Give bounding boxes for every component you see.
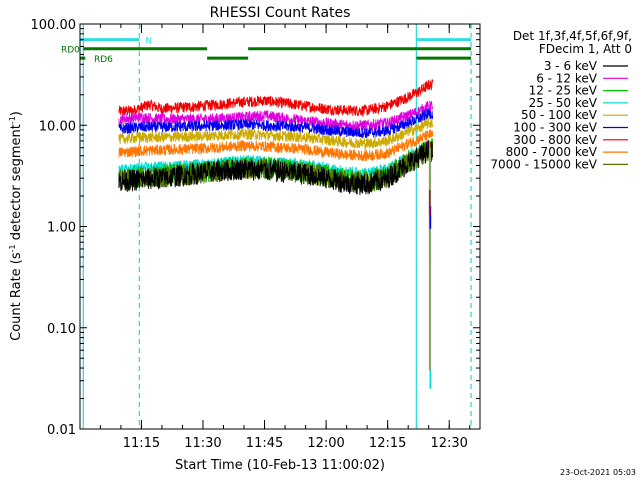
y-axis-label: Count Rate (s-1 detector segment-1) (8, 111, 24, 341)
series-line-50-100-kev (118, 117, 434, 150)
y-tick-label-1: 100.00 (31, 18, 77, 33)
y-axis-label-part-1: Count Rate (s (9, 252, 24, 341)
y-tick-label-5: 0.01 (47, 423, 76, 438)
legend-label-7000-15000-kev: 7000 - 15000 keV (490, 157, 597, 171)
legend-label-300-800-kev: 300 - 800 keV (513, 133, 597, 147)
series-line-300-800-kev (118, 79, 434, 118)
y-axis-label-part-2: detector segment (9, 124, 24, 244)
legend-label-6-12-kev: 6 - 12 keV (536, 71, 598, 85)
x-tick-label-4: 12:00 (307, 436, 344, 451)
y-tick-label-2: 10.00 (39, 119, 76, 134)
legend-label-100-300-kev: 100 - 300 keV (513, 121, 597, 135)
series-line-6-12-kev (118, 100, 434, 132)
flag-label-rd0: RD0 (61, 46, 80, 56)
legend: Det 1f,3f,4f,5f,6f,9f, FDecim 1, Att 0 3… (490, 29, 632, 171)
legend-label-3-6-kev: 3 - 6 keV (544, 59, 598, 73)
y-axis-label-exp-1: -1 (8, 244, 17, 252)
x-tick-label-6: 12:30 (430, 436, 467, 451)
legend-label-800-7000-kev: 800 - 7000 keV (506, 145, 598, 159)
legend-title-line-1: Det 1f,3f,4f,5f,6f,9f, (513, 29, 632, 43)
y-tick-label-4: 0.10 (47, 322, 76, 337)
series-line-800-7000-kev (118, 128, 434, 162)
flag-label-n: N (145, 37, 152, 47)
x-tick-label-2: 11:30 (184, 436, 221, 451)
series-line-3-6-kev (118, 140, 434, 196)
x-tick-label-5: 12:15 (369, 436, 406, 451)
x-tick-label-1: 11:15 (123, 436, 160, 451)
y-axis-label-exp-2: -1 (8, 116, 17, 124)
legend-label-12-25-kev: 12 - 25 keV (529, 84, 598, 98)
legend-label-25-50-kev: 25 - 50 keV (529, 96, 598, 110)
legend-title-line-2: FDecim 1, Att 0 (539, 42, 632, 56)
chart-title: RHESSI Count Rates (210, 5, 351, 21)
y-tick-label-3: 1.00 (47, 221, 76, 236)
legend-label-50-100-kev: 50 - 100 keV (521, 108, 598, 122)
y-axis-label-part-3: ) (9, 111, 24, 116)
flag-label-rd6: RD6 (94, 55, 113, 65)
series-line-100-300-kev (118, 108, 434, 139)
footer-timestamp: 23-Oct-2021 05:03 (560, 468, 636, 477)
x-axis-label: Start Time (10-Feb-13 11:00:02) (175, 458, 385, 473)
x-tick-label-3: 11:45 (246, 436, 283, 451)
